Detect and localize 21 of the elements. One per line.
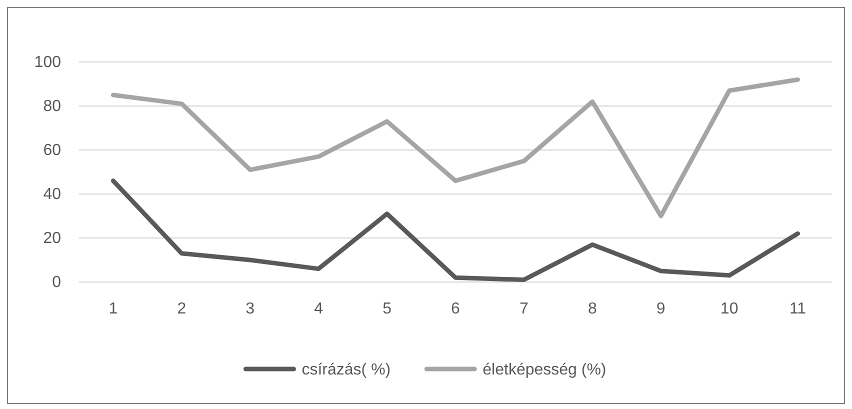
x-tick-label: 8 (588, 300, 597, 318)
x-tick-label: 7 (520, 300, 528, 318)
y-tick-label: 60 (43, 142, 62, 160)
y-tick-label: 80 (43, 98, 62, 116)
y-tick-label: 100 (34, 54, 62, 72)
x-tick-label: 9 (656, 300, 666, 318)
x-tick-label: 11 (789, 300, 806, 318)
x-tick-label: 2 (177, 300, 186, 318)
legend-label: életképesség (%) (482, 362, 606, 379)
y-tick-label: 0 (52, 274, 62, 292)
line-series (110, 77, 800, 218)
legend-label: csírázás( %) (302, 362, 391, 379)
x-tick-label: 3 (246, 300, 255, 318)
y-tick-label: 40 (43, 186, 62, 204)
y-tick-label: 20 (43, 230, 62, 248)
x-tick-label: 1 (108, 300, 118, 318)
line-series (110, 178, 800, 282)
x-tick-label: 4 (314, 300, 324, 318)
x-tick-label: 5 (382, 300, 392, 318)
x-tick-label: 10 (720, 300, 738, 318)
x-tick-label: 6 (451, 300, 460, 318)
